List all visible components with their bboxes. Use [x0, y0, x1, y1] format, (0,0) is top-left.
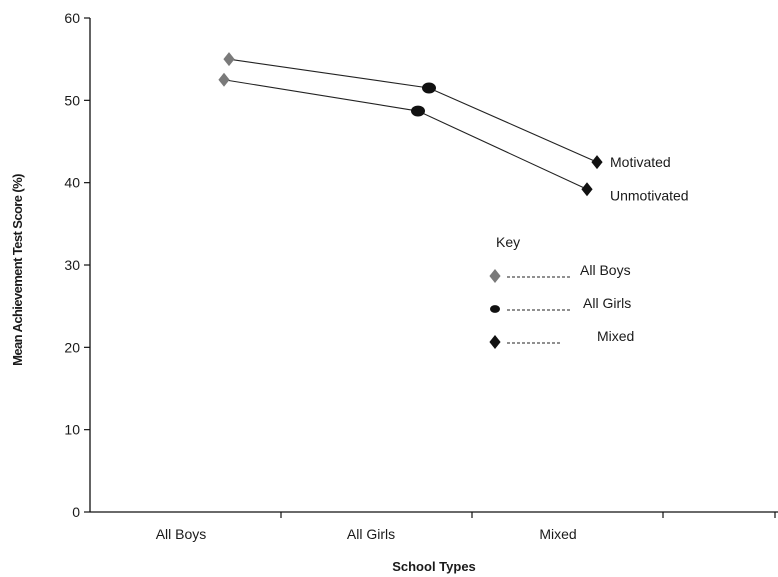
data-point-unmotivated: [218, 72, 230, 87]
data-point-unmotivated: [411, 105, 425, 117]
y-tick-label: 40: [64, 175, 80, 191]
key-label: Mixed: [597, 328, 634, 344]
data-point-motivated: [422, 82, 436, 94]
key-marker: [489, 269, 501, 283]
series-lines: [223, 58, 598, 190]
y-tick-label: 10: [64, 422, 80, 438]
key-label: All Girls: [583, 295, 631, 311]
y-tick-label: 50: [64, 92, 80, 108]
data-point-motivated: [223, 52, 235, 67]
y-axis-title: Mean Achievement Test Score (%): [10, 174, 25, 366]
x-tick-label: All Boys: [156, 526, 207, 542]
data-point-motivated: [591, 155, 603, 170]
key-title: Key: [496, 234, 520, 250]
series-label-unmotivated: Unmotivated: [610, 187, 689, 203]
key-marker: [490, 305, 500, 313]
series-labels: Motivated Unmotivated: [610, 154, 689, 203]
y-tick-label: 20: [64, 339, 80, 355]
key-marker: [489, 335, 501, 349]
y-tick-label: 60: [64, 10, 80, 26]
series-label-motivated: Motivated: [610, 154, 671, 170]
data-point-unmotivated: [581, 182, 593, 197]
key-label: All Boys: [580, 262, 631, 278]
y-tick-label: 30: [64, 257, 80, 273]
x-tick-label: All Girls: [347, 526, 395, 542]
axes: 0 10 20 30 40 50 60 All Boys All Girls Mixed: [64, 10, 778, 542]
data-points: [218, 52, 603, 197]
x-tick-label: Mixed: [539, 526, 576, 542]
series-line-unmotivated: [223, 79, 588, 190]
y-tick-label: 0: [72, 504, 80, 520]
x-axis-title: School Types: [392, 559, 476, 574]
key: Key All Boys All Girls Mixed: [489, 234, 634, 349]
